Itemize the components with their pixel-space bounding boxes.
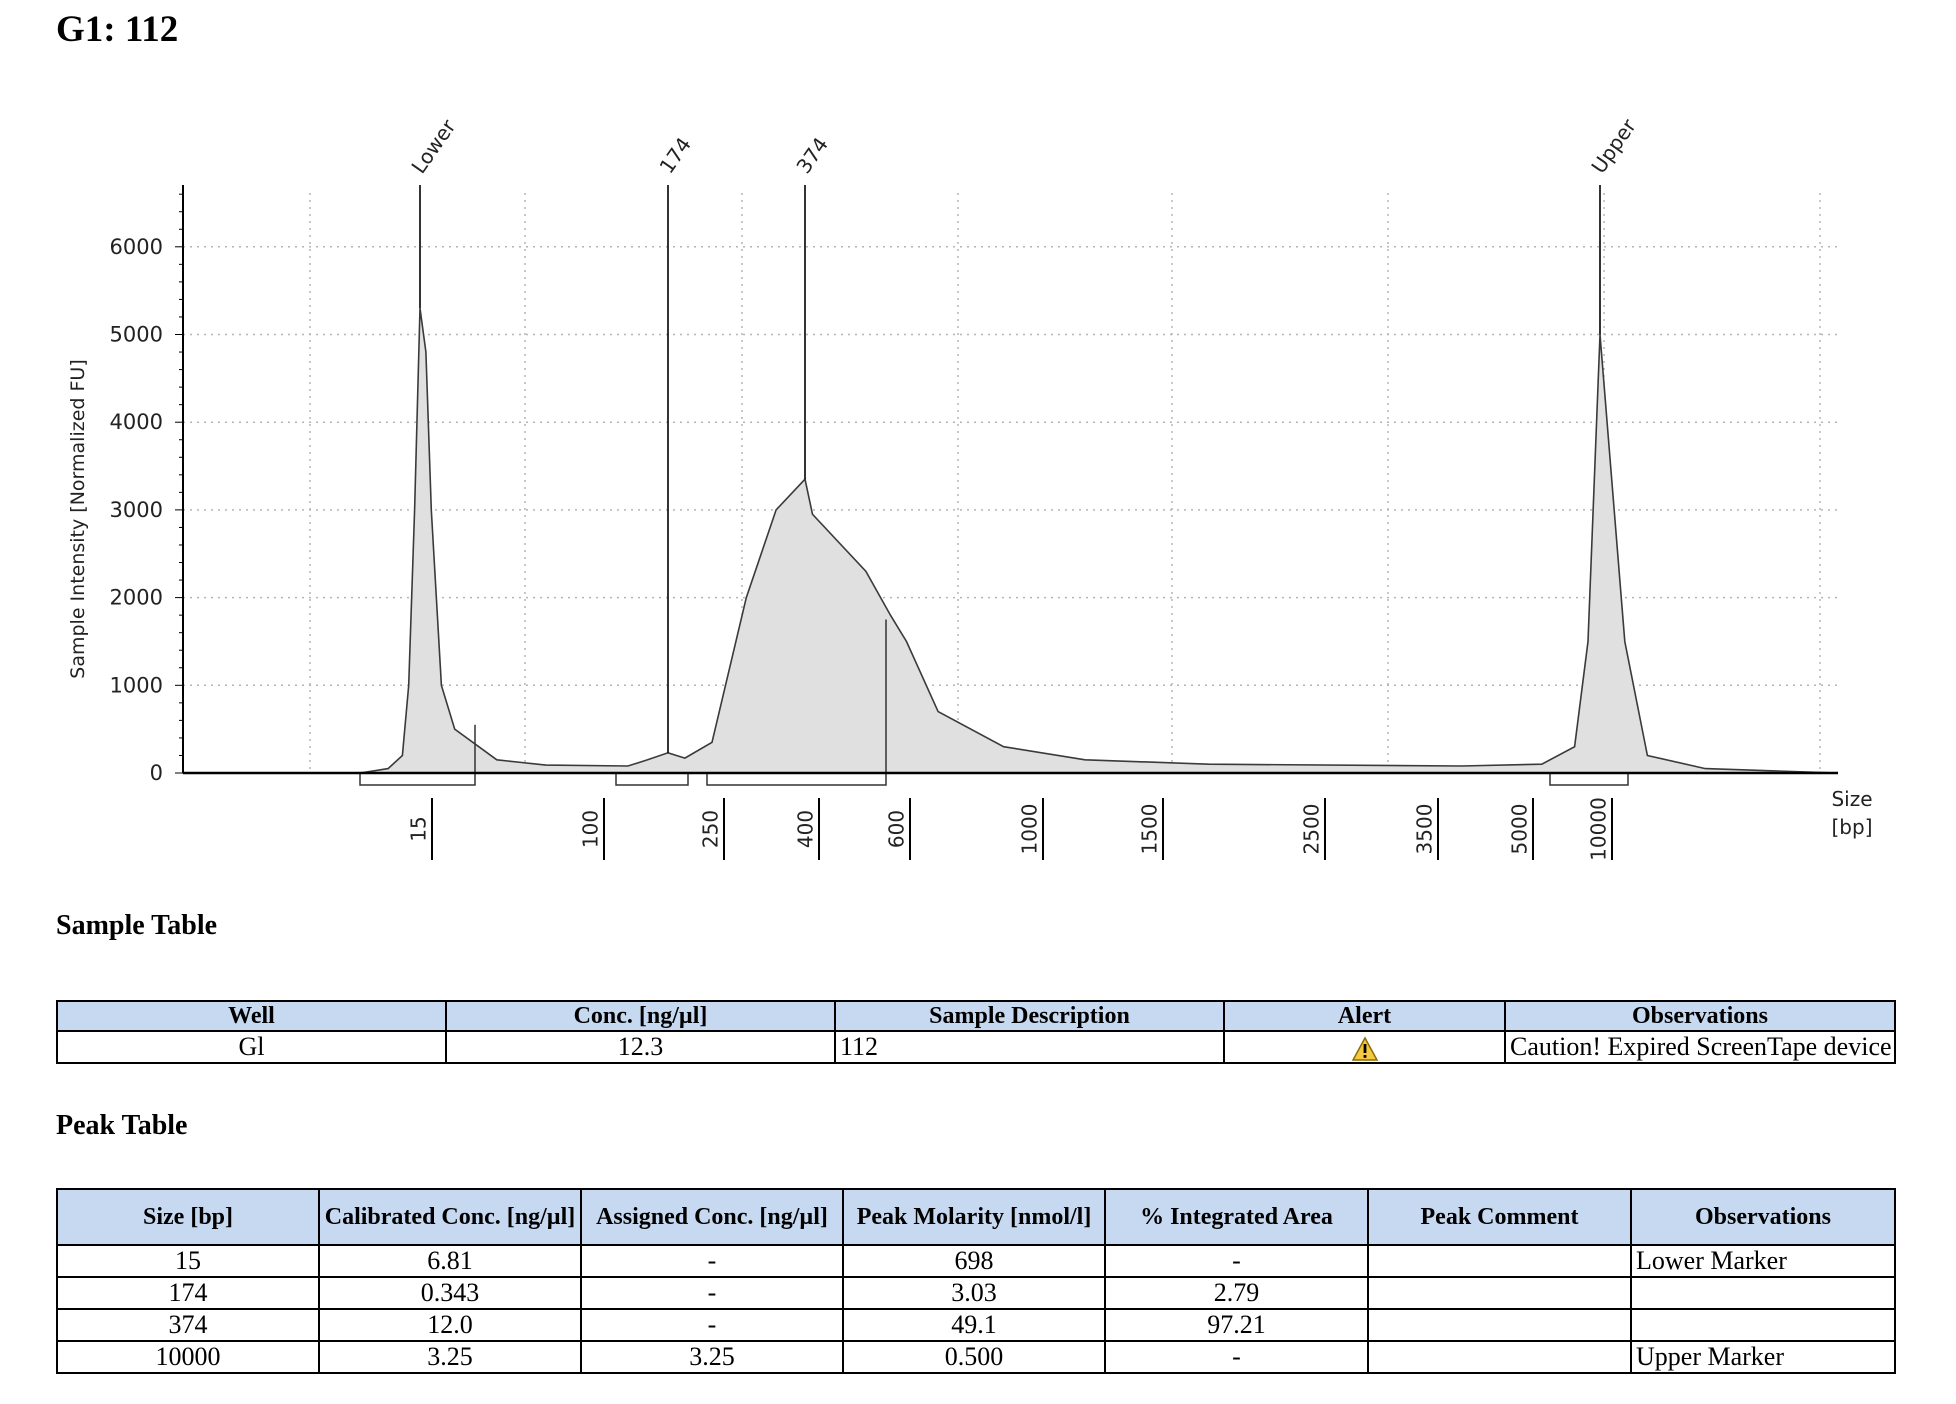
peak-table: Size [bp] Calibrated Conc. [ng/µl] Assig…: [56, 1188, 1896, 1374]
table-row: 374 12.0-49.1 97.21: [56, 1308, 1896, 1342]
peak-label: 174: [654, 133, 696, 178]
col-observations: Observations: [1504, 1000, 1896, 1032]
col-assigned-conc: Assigned Conc. [ng/µl]: [580, 1188, 844, 1246]
col-alert: Alert: [1223, 1000, 1506, 1032]
table-row: 174 0.343-3.03 2.79: [56, 1276, 1896, 1310]
integration-bracket: [615, 773, 689, 786]
conc-cell: 12.3: [445, 1029, 836, 1065]
peak-cell: -: [1104, 1340, 1369, 1374]
peak-table-title: Peak Table: [56, 1110, 188, 1141]
peak-cell: 374: [56, 1308, 320, 1342]
x-tick-label: 3500: [1413, 804, 1437, 855]
peak-cell: -: [580, 1244, 844, 1278]
peak-label: Lower: [406, 114, 460, 177]
peak-cell: 49.1: [842, 1308, 1106, 1342]
peak-cell: 3.03: [842, 1276, 1106, 1310]
observations-cell: Caution! Expired ScreenTape device: [1504, 1029, 1896, 1065]
x-tick-label: 10000: [1587, 797, 1611, 861]
table-row: 10000 3.25 3.25 0.500- Upper Marker: [56, 1340, 1896, 1374]
integration-bracket: [706, 773, 887, 786]
well-cell: Gl: [56, 1029, 447, 1065]
peak-cell: [1630, 1276, 1896, 1310]
x-tick-label: 100: [579, 810, 603, 848]
col-calibrated-conc: Calibrated Conc. [ng/µl]: [318, 1188, 582, 1246]
col-integrated-area: % Integrated Area: [1104, 1188, 1369, 1246]
x-tick-label: 1500: [1138, 804, 1162, 855]
sample-table-title: Sample Table: [56, 910, 218, 941]
table-row: 15 6.81-698- Lower Marker: [56, 1244, 1896, 1278]
peak-cell: 6.81: [318, 1244, 582, 1278]
peak-cell: 15: [56, 1244, 320, 1278]
y-tick-label: 4000: [110, 410, 163, 434]
peak-cell: 3.25: [318, 1340, 582, 1374]
peak-cell: 698: [842, 1244, 1106, 1278]
integration-bracket: [359, 773, 476, 786]
peak-cell: 10000: [56, 1340, 320, 1374]
x-tick-label: 15: [407, 816, 431, 841]
peak-cell: 174: [56, 1276, 320, 1310]
peak-cell: [1367, 1340, 1632, 1374]
y-tick-label: 5000: [110, 323, 163, 347]
peak-cell: 3.25: [580, 1340, 844, 1374]
x-tick-label: 600: [885, 810, 909, 848]
description-cell: 112: [834, 1029, 1225, 1065]
col-well: Well: [56, 1000, 447, 1032]
electropherogram-chart: 0 1000 2000 3000 4000 5000 6000 Sample Intensit…: [67, 114, 1873, 861]
x-tick-label: 5000: [1508, 804, 1532, 855]
peak-cell: 0.343: [318, 1276, 582, 1310]
page-title: G1: 112: [56, 9, 179, 50]
peak-cell: 0.500: [842, 1340, 1106, 1374]
y-tick-label: 1000: [110, 673, 163, 697]
integration-bracket: [1549, 773, 1629, 786]
peak-cell: [1367, 1244, 1632, 1278]
peak-cell: [1630, 1308, 1896, 1342]
y-tick-label: 2000: [110, 586, 163, 610]
sample-trace: [359, 308, 1839, 774]
col-peak-comment: Peak Comment: [1367, 1188, 1632, 1246]
y-axis-label: Sample Intensity [Normalized FU]: [67, 359, 89, 678]
x-tick-label: 1000: [1018, 804, 1042, 855]
peak-cell: [1367, 1276, 1632, 1310]
peak-cell: 12.0: [318, 1308, 582, 1342]
peak-cell: Lower Marker: [1630, 1244, 1896, 1278]
y-tick-label: 0: [150, 761, 163, 785]
peak-cell: 97.21: [1104, 1308, 1369, 1342]
alert-cell: [1223, 1029, 1506, 1065]
x-tick-label: 2500: [1300, 804, 1324, 855]
x-axis-unit: [bp]: [1832, 815, 1873, 839]
peak-cell: -: [1104, 1244, 1369, 1278]
peak-label: Upper: [1586, 114, 1641, 178]
peak-cell: 2.79: [1104, 1276, 1369, 1310]
peak-cell: -: [580, 1276, 844, 1310]
col-observations: Observations: [1630, 1188, 1896, 1246]
peak-cell: [1367, 1308, 1632, 1342]
y-tick-label: 3000: [110, 498, 163, 522]
peak-cell: -: [580, 1308, 844, 1342]
peak-label: 374: [791, 133, 833, 178]
x-tick-label: 250: [699, 810, 723, 848]
warning-icon: [1351, 1036, 1378, 1061]
table-row: Gl 12.3 112 Caution! Expired ScreenTape …: [56, 1029, 1896, 1065]
peak-cell: Upper Marker: [1630, 1340, 1896, 1374]
col-sample-description: Sample Description: [834, 1000, 1225, 1032]
sample-table: Well Conc. [ng/µl] Sample Description Al…: [56, 1000, 1896, 1065]
x-tick-label: 400: [794, 810, 818, 848]
col-size: Size [bp]: [56, 1188, 320, 1246]
x-axis-label: Size: [1831, 787, 1872, 811]
col-peak-molarity: Peak Molarity [nmol/l]: [842, 1188, 1106, 1246]
y-tick-label: 6000: [110, 235, 163, 259]
col-conc: Conc. [ng/µl]: [445, 1000, 836, 1032]
